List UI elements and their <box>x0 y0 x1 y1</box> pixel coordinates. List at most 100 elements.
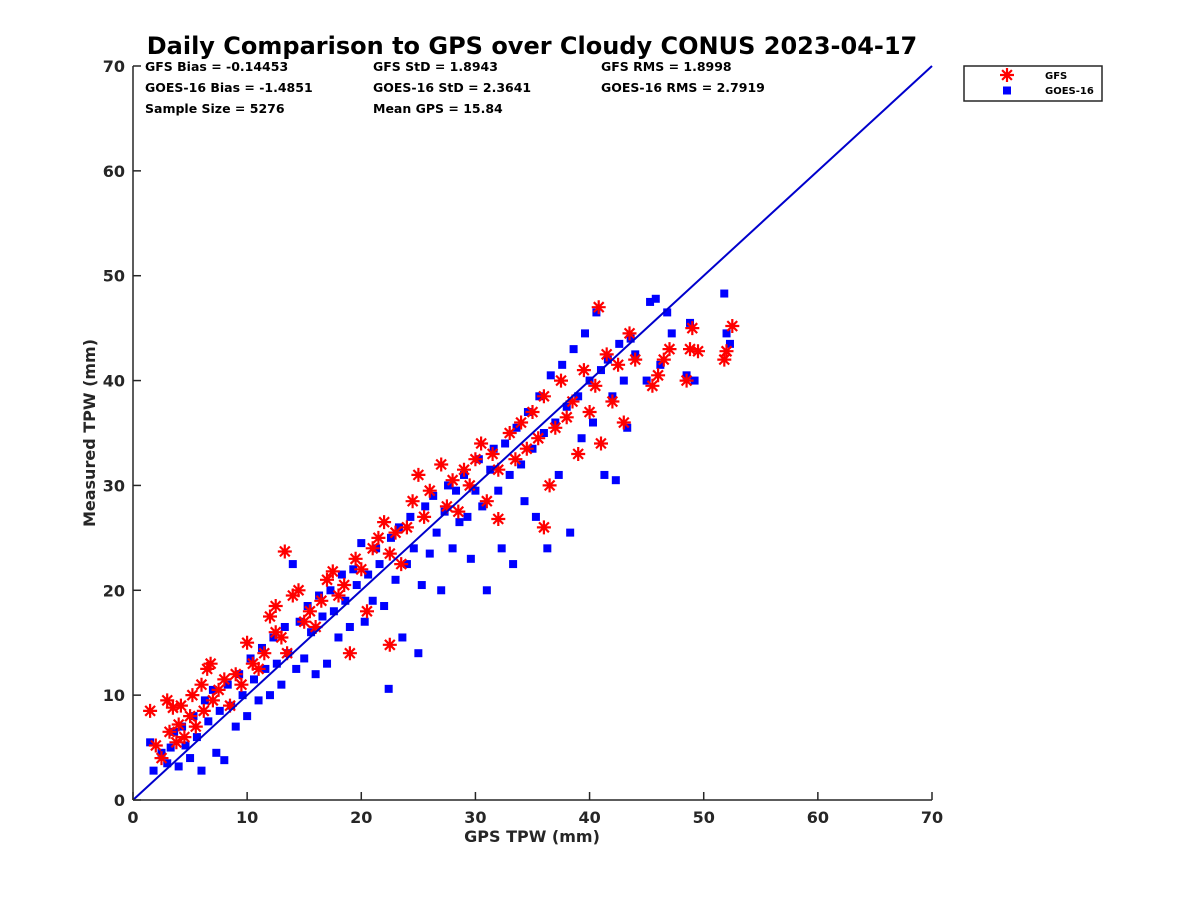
gfs-point <box>582 405 597 419</box>
gfs-point <box>439 499 454 514</box>
goes16-point <box>323 659 332 668</box>
goes16-point <box>414 649 423 658</box>
goes16-point <box>357 539 366 548</box>
gfs-point <box>457 462 471 477</box>
gfs-rms-stat: GFS RMS = 1.8998 <box>601 59 732 74</box>
goes16-point <box>364 570 373 579</box>
gfs-point <box>548 420 563 435</box>
goes16-point <box>566 528 575 537</box>
goes16-point <box>517 460 526 469</box>
goes16-point <box>588 418 597 427</box>
goes16-point <box>300 654 309 663</box>
goes16-point <box>368 596 377 605</box>
goes16-point <box>569 345 578 354</box>
goes16-point <box>277 680 286 689</box>
goes16-point <box>686 318 695 327</box>
gfs-point <box>622 326 637 341</box>
goes16-point <box>509 560 518 569</box>
y-tick-label: 20 <box>103 581 125 600</box>
goes16-point <box>690 376 699 385</box>
goes16-point <box>667 329 676 338</box>
gfs-point <box>599 347 614 362</box>
goes16-point <box>452 486 461 495</box>
goes16-point <box>497 544 506 553</box>
gfs-point <box>451 504 466 519</box>
goes16-point <box>642 376 651 385</box>
goes16-point <box>318 612 327 621</box>
goes16-point <box>249 675 258 684</box>
goes16-point <box>600 470 609 479</box>
gfs-point <box>200 661 215 676</box>
goes16-point <box>592 308 601 317</box>
y-tick-label: 10 <box>103 686 125 705</box>
gfs-point <box>605 394 620 409</box>
goes16-point <box>181 741 190 750</box>
goes16-point <box>651 294 660 303</box>
gfs-point <box>165 700 180 715</box>
gfs-point <box>645 378 660 393</box>
gfs-point <box>365 541 380 556</box>
goes16-point <box>329 607 338 616</box>
goes16-point <box>345 622 354 631</box>
gfs-point <box>719 344 734 359</box>
goes16-point <box>380 602 389 611</box>
legend-gfs-marker <box>1000 68 1014 82</box>
gfs-point <box>240 635 255 650</box>
goes16-point <box>619 376 628 385</box>
goes16-point <box>231 722 240 731</box>
goes16-point <box>311 670 320 679</box>
gfs-point <box>342 646 357 661</box>
goes16-point <box>398 633 407 642</box>
gfs-point <box>162 724 177 739</box>
one-to-one-reference-line <box>132 65 933 801</box>
gfs-point <box>491 512 506 526</box>
gfs-point <box>274 630 289 645</box>
goes16-point <box>186 754 195 763</box>
gfs-point <box>263 609 277 624</box>
goes16-point <box>163 759 172 768</box>
goes16-point <box>486 465 495 474</box>
gfs-point <box>228 667 243 682</box>
gfs-point <box>514 415 529 430</box>
gfs-point <box>474 436 489 451</box>
gfs-point <box>203 656 218 671</box>
gfs-point <box>277 544 292 559</box>
gfs-point <box>251 661 266 676</box>
gfs-point <box>616 415 631 430</box>
gfs-point <box>594 436 608 451</box>
gfs-point <box>234 677 249 692</box>
gfs-point <box>399 520 414 535</box>
gfs-point <box>143 703 158 718</box>
tick-layer: 0 10 20 30 40 50 60 70 0 10 20 30 40 50 60 70 <box>103 57 943 827</box>
goes16-point <box>384 684 393 693</box>
gfs-point <box>325 564 340 579</box>
gfs-point <box>173 698 188 713</box>
goes16-point <box>192 733 201 742</box>
goes16-std-stat: GOES-16 StD = 2.3641 <box>373 80 531 95</box>
gfs-point <box>320 572 334 587</box>
goes16-point <box>200 696 209 705</box>
gfs-point <box>588 378 603 393</box>
gfs-point <box>434 457 449 472</box>
gfs-series <box>143 300 740 766</box>
y-tick-label: 40 <box>103 372 125 391</box>
goes16-point <box>360 617 369 626</box>
goes16-point <box>166 743 175 752</box>
gfs-point <box>302 604 317 619</box>
gfs-point <box>628 352 643 367</box>
gfs-point <box>417 509 432 524</box>
goes16-point <box>432 528 441 537</box>
gfs-point <box>571 447 586 461</box>
goes16-point <box>303 602 312 611</box>
plot-area: 0 10 20 30 40 50 60 70 0 10 20 30 40 50 60 70 <box>103 57 943 827</box>
gfs-point <box>280 646 295 661</box>
x-tick-label: 60 <box>807 808 829 827</box>
goes16-point <box>417 581 426 590</box>
chart-title: Daily Comparison to GPS over Cloudy CONU… <box>147 32 918 60</box>
goes16-point <box>562 402 571 411</box>
gfs-point <box>591 300 606 315</box>
gfs-point <box>683 342 697 357</box>
gfs-point <box>405 494 420 509</box>
goes16-point <box>146 738 155 747</box>
